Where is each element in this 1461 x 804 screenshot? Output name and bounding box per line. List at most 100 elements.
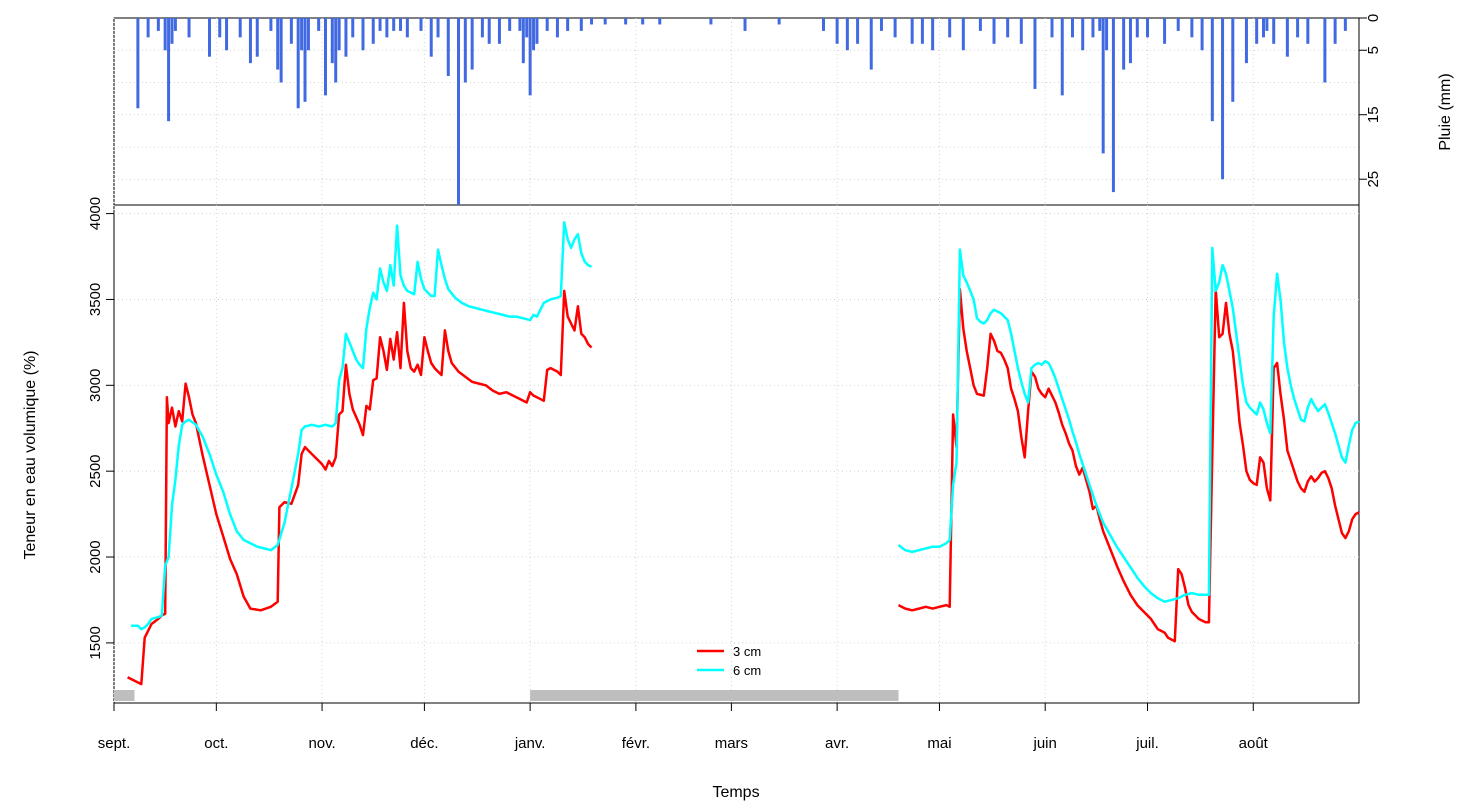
rain-bar <box>173 18 177 31</box>
rain-bar <box>385 18 389 38</box>
y-tick-label: 3500 <box>87 283 104 316</box>
x-tick-label: avr. <box>825 735 849 752</box>
rain-bar <box>225 18 229 51</box>
rain-bar <box>1006 18 1010 38</box>
rain-bar <box>525 18 529 38</box>
rain-bar <box>978 18 982 31</box>
y-tick-label: 1500 <box>87 626 104 659</box>
rain-bar <box>1231 18 1235 102</box>
x-tick-label: oct. <box>204 735 228 752</box>
series-line-6cm <box>897 246 1360 603</box>
rain-bar <box>1265 18 1269 31</box>
y-axis-title: Teneur en eau volumique (%) <box>22 350 39 559</box>
rain-bar <box>1306 18 1310 44</box>
rain-tick-label: 25 <box>1365 171 1382 188</box>
rain-bar <box>1081 18 1085 51</box>
x-tick-label: févr. <box>622 735 650 752</box>
rain-bar <box>1060 18 1064 96</box>
rain-bar <box>545 18 549 31</box>
x-tick-label: mai <box>927 735 951 752</box>
rain-bar <box>344 18 348 57</box>
rain-tick-label: 0 <box>1365 14 1382 22</box>
rain-bar <box>535 18 539 44</box>
series-line-6cm <box>131 220 593 631</box>
rain-bar <box>446 18 450 77</box>
rain-bar <box>497 18 501 44</box>
x-tick-label: janv. <box>514 735 546 752</box>
rain-bar <box>709 18 713 25</box>
rain-bar <box>306 18 310 51</box>
rain-bar <box>1122 18 1126 70</box>
rain-bar <box>579 18 583 31</box>
rain-bar <box>317 18 321 31</box>
rain-bar <box>337 18 341 51</box>
rain-bar <box>624 18 628 25</box>
rain-bar <box>289 18 293 44</box>
rain-bar <box>361 18 365 51</box>
rain-bar <box>300 18 304 51</box>
rain-bar <box>167 18 171 122</box>
rain-bar <box>521 18 525 64</box>
missing-data-bar <box>530 690 899 701</box>
rain-bar <box>1333 18 1337 44</box>
rain-bar <box>879 18 883 31</box>
x-tick-label: déc. <box>410 735 438 752</box>
rain-tick-label: 5 <box>1365 46 1382 54</box>
rain-bar <box>658 18 662 25</box>
x-tick-label: mars <box>715 735 748 752</box>
x-tick-label: juil. <box>1135 735 1159 752</box>
rain-bar <box>487 18 491 44</box>
rain-bar <box>641 18 645 25</box>
x-tick-label: août <box>1239 735 1269 752</box>
rain-bar <box>1261 18 1265 38</box>
rain-bar <box>470 18 474 70</box>
y-tick-label: 4000 <box>87 197 104 230</box>
axes: sept. oct. nov. déc. janv. févr. mars avr. mai ju… <box>87 14 1382 752</box>
rain-bar <box>1050 18 1054 38</box>
y-tick-label: 2500 <box>87 454 104 487</box>
rain-bar <box>276 18 280 70</box>
rain-bar <box>590 18 594 25</box>
rain-bar <box>845 18 849 51</box>
rain-bar <box>218 18 222 38</box>
rain-bar <box>1091 18 1095 38</box>
series-line-3cm <box>127 289 593 686</box>
rain-bar <box>1101 18 1105 154</box>
rain-bar <box>163 18 167 51</box>
rain-bar <box>555 18 559 38</box>
rain-bar <box>1111 18 1115 193</box>
series-line-3cm <box>897 287 1360 643</box>
missing-data-bar <box>114 690 135 701</box>
rain-bar <box>392 18 396 31</box>
rain-bar <box>303 18 307 102</box>
rain-bar <box>238 18 242 38</box>
rain-bar <box>1163 18 1167 44</box>
rain-bar <box>1244 18 1248 64</box>
rain-bar <box>528 18 532 96</box>
rain-bar <box>248 18 252 64</box>
rain-bar <box>1190 18 1194 38</box>
grid-lines <box>113 18 1359 703</box>
rain-bar <box>961 18 965 51</box>
rain-bar <box>351 18 355 38</box>
rain-bar <box>1296 18 1300 38</box>
rain-bar <box>1176 18 1180 31</box>
rain-bar <box>436 18 440 38</box>
rain-bar <box>992 18 996 44</box>
rain-axis-title: Pluie (mm) <box>1437 73 1454 150</box>
rain-bar <box>1221 18 1225 180</box>
rain-bar <box>508 18 512 31</box>
rain-bar <box>480 18 484 38</box>
rain-bar <box>1128 18 1132 64</box>
rain-bar <box>777 18 781 25</box>
rain-bar <box>835 18 839 44</box>
rain-bar <box>208 18 212 57</box>
rain-bar <box>1105 18 1109 51</box>
rain-bar <box>743 18 747 31</box>
rain-bar <box>1272 18 1276 44</box>
rain-bar <box>1210 18 1214 122</box>
legend-label-3cm: 3 cm <box>733 644 761 659</box>
rain-bar <box>255 18 259 57</box>
rain-bar <box>1019 18 1023 44</box>
rain-bar <box>457 18 461 205</box>
